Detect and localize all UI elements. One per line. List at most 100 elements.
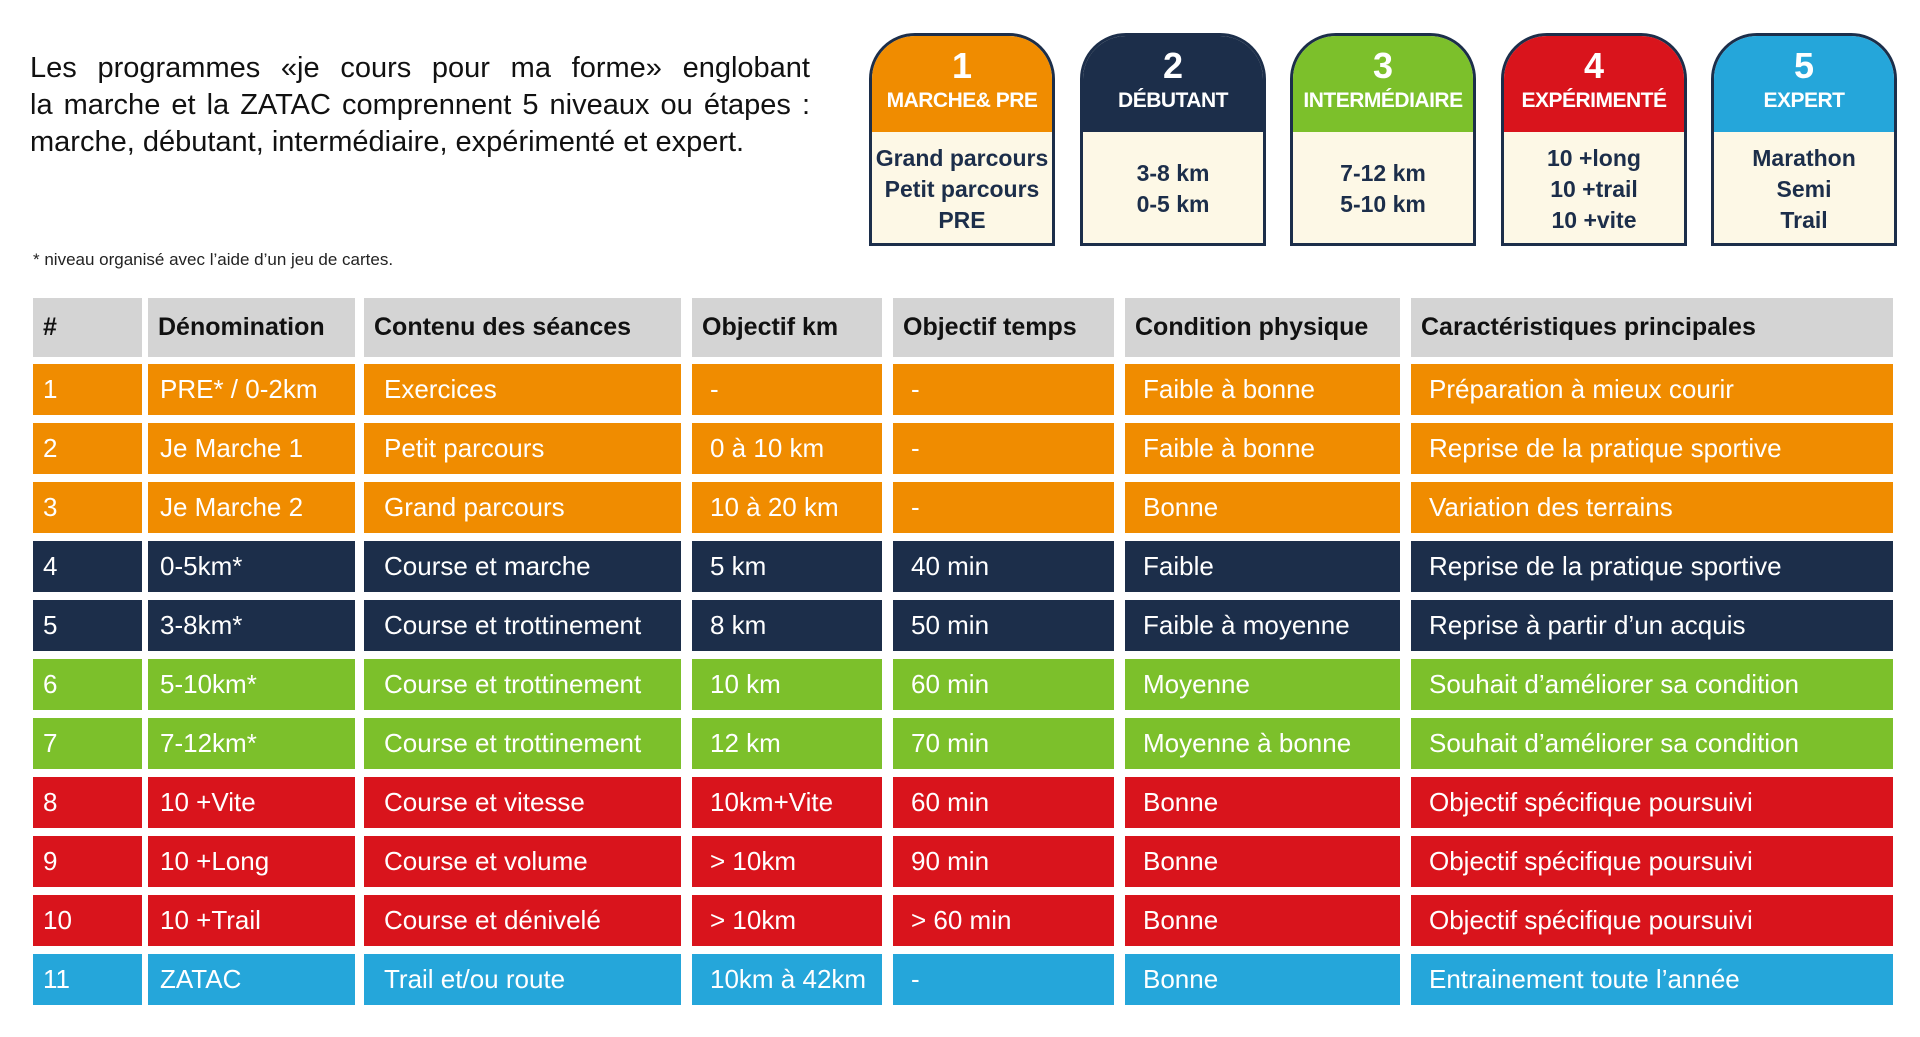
table-cell: Variation des terrains	[1411, 482, 1893, 533]
table-cell: Bonne	[1125, 836, 1400, 887]
level-name: EXPÉRIMENTÉ	[1521, 89, 1667, 112]
level-line: 7-12 km	[1340, 160, 1426, 186]
table-cell: 4	[33, 541, 142, 592]
level-body: 7-12 km 5-10 km	[1293, 132, 1473, 243]
table-cell: Objectif spécifique poursuivi	[1411, 777, 1893, 828]
table-cell: -	[893, 482, 1114, 533]
table-cell: Petit parcours	[364, 423, 681, 474]
level-header: 4 EXPÉRIMENTÉ	[1504, 36, 1684, 132]
table-cell: Faible à bonne	[1125, 423, 1400, 474]
table-cell: 1	[33, 364, 142, 415]
table-cell: 10km à 42km	[692, 954, 882, 1005]
table-cell: Moyenne	[1125, 659, 1400, 710]
table-cell: 6	[33, 659, 142, 710]
table-cell: PRE* / 0-2km	[148, 364, 355, 415]
table-cell: Entrainement toute l’année	[1411, 954, 1893, 1005]
table-cell: -	[692, 364, 882, 415]
table-cell: Faible à moyenne	[1125, 600, 1400, 651]
table-cell: Souhait d’améliorer sa condition	[1411, 659, 1893, 710]
level-line: Marathon	[1752, 144, 1856, 171]
table-cell: 60 min	[893, 659, 1114, 710]
intro-line: la marche et la ZATAC comprennent 5 nive…	[30, 89, 810, 121]
table-cell: Moyenne à bonne	[1125, 718, 1400, 769]
table-cell: Faible	[1125, 541, 1400, 592]
table-cell: 50 min	[893, 600, 1114, 651]
level-header: 5 EXPERT	[1714, 36, 1894, 132]
level-header: 1 MARCHE& PRE	[872, 36, 1052, 132]
table-cell: -	[893, 423, 1114, 474]
table-cell: 3	[33, 482, 142, 533]
table-cell: 10 +Vite	[148, 777, 355, 828]
header-cell: #	[33, 298, 142, 357]
level-card: 1 MARCHE& PRE Grand parcours Petit parcours…	[869, 33, 1055, 246]
table-cell: 7	[33, 718, 142, 769]
table-cell: 10km+Vite	[692, 777, 882, 828]
intro-text: Les programmes «je cours pour ma forme» …	[30, 50, 810, 161]
level-number: 1	[951, 45, 973, 86]
table-cell: Je Marche 2	[148, 482, 355, 533]
level-number: 3	[1372, 45, 1394, 86]
table-cell: Course et vitesse	[364, 777, 681, 828]
header-cell: Caractéristiques principales	[1411, 298, 1893, 357]
intro-line: marche, débutant, intermédiaire, expérim…	[30, 126, 745, 158]
table-cell: 11	[33, 954, 142, 1005]
level-line: Trail	[1780, 206, 1828, 233]
table-cell: Bonne	[1125, 895, 1400, 946]
level-number: 5	[1793, 45, 1815, 86]
table-cell: Reprise de la pratique sportive	[1411, 541, 1893, 592]
header-cell: Objectif km	[692, 298, 882, 357]
level-line: PRE	[938, 206, 986, 233]
level-name: INTERMÉDIAIRE	[1303, 89, 1463, 112]
table-cell: Reprise de la pratique sportive	[1411, 423, 1893, 474]
table-cell: Objectif spécifique poursuivi	[1411, 836, 1893, 887]
table-cell: Préparation à mieux courir	[1411, 364, 1893, 415]
level-line: Grand parcours	[875, 144, 1049, 171]
table-cell: Course et trottinement	[364, 659, 681, 710]
header-cell: Contenu des séances	[364, 298, 681, 357]
table-cell: Course et dénivelé	[364, 895, 681, 946]
level-line: Semi	[1776, 175, 1832, 202]
level-number: 2	[1162, 45, 1184, 86]
table-cell: 10	[33, 895, 142, 946]
table-cell: 9	[33, 836, 142, 887]
table-cell: Je Marche 1	[148, 423, 355, 474]
table-cell: Bonne	[1125, 954, 1400, 1005]
table-cell: 7-12km*	[148, 718, 355, 769]
level-body: 10 +long 10 +trail 10 +vite	[1504, 132, 1684, 243]
level-card: 2 DÉBUTANT 3-8 km 0-5 km	[1080, 33, 1266, 246]
level-body: Grand parcours Petit parcours PRE	[872, 132, 1052, 243]
table-cell: Reprise à partir d’un acquis	[1411, 600, 1893, 651]
table-cell: 90 min	[893, 836, 1114, 887]
table-cell: > 10km	[692, 895, 882, 946]
table-cell: 8 km	[692, 600, 882, 651]
header-cell: Objectif temps	[893, 298, 1114, 357]
table-cell: 5	[33, 600, 142, 651]
table-cell: 60 min	[893, 777, 1114, 828]
level-number: 4	[1583, 45, 1605, 86]
table-cell: 3-8km*	[148, 600, 355, 651]
level-name: MARCHE& PRE	[886, 89, 1038, 112]
table-cell: 10 à 20 km	[692, 482, 882, 533]
table-cell: Faible à bonne	[1125, 364, 1400, 415]
table-cell: 40 min	[893, 541, 1114, 592]
footnote: * niveau organisé avec l’aide d’un jeu d…	[33, 250, 394, 269]
table-cell: Bonne	[1125, 777, 1400, 828]
table-cell: 5 km	[692, 541, 882, 592]
table-cell: ZATAC	[148, 954, 355, 1005]
intro-line: Les programmes «je cours pour ma forme» …	[30, 52, 810, 84]
table-cell: 10 km	[692, 659, 882, 710]
table-cell: 0-5km*	[148, 541, 355, 592]
table-cell: Exercices	[364, 364, 681, 415]
table-cell: Course et trottinement	[364, 600, 681, 651]
level-line: 10 +vite	[1551, 206, 1637, 233]
table-cell: 8	[33, 777, 142, 828]
level-line: 5-10 km	[1340, 191, 1426, 217]
table-cell: Trail et/ou route	[364, 954, 681, 1005]
table-cell: 0 à 10 km	[692, 423, 882, 474]
table-cell: 10 +Long	[148, 836, 355, 887]
header-cell: Dénomination	[148, 298, 355, 357]
level-header: 3 INTERMÉDIAIRE	[1293, 36, 1473, 132]
level-card: 3 INTERMÉDIAIRE 7-12 km 5-10 km	[1290, 33, 1476, 246]
table-cell: -	[893, 364, 1114, 415]
